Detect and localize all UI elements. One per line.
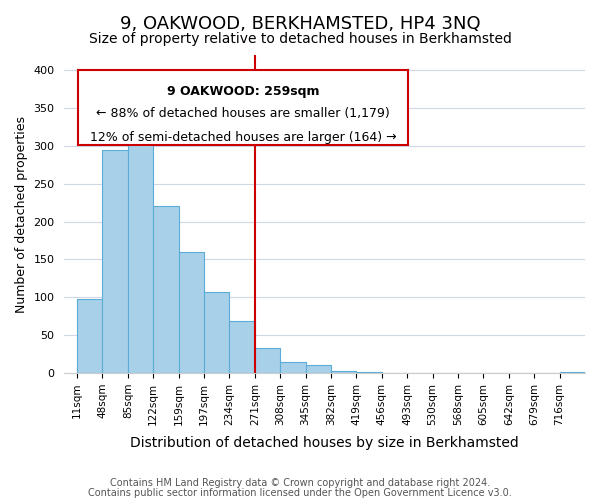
- Bar: [128, 124, 153, 373]
- Text: 9 OAKWOOD: 259sqm: 9 OAKWOOD: 259sqm: [167, 85, 319, 98]
- Text: Contains public sector information licensed under the Open Government Licence v3: Contains public sector information licen…: [88, 488, 512, 498]
- Bar: [356, 372, 382, 373]
- Text: ← 88% of detached houses are smaller (1,179): ← 88% of detached houses are smaller (1,…: [96, 108, 390, 120]
- Bar: [305, 366, 331, 373]
- Text: Contains HM Land Registry data © Crown copyright and database right 2024.: Contains HM Land Registry data © Crown c…: [110, 478, 490, 488]
- Bar: [229, 321, 255, 373]
- Bar: [255, 348, 280, 373]
- Bar: [179, 252, 204, 373]
- X-axis label: Distribution of detached houses by size in Berkhamsted: Distribution of detached houses by size …: [130, 436, 519, 450]
- Text: Size of property relative to detached houses in Berkhamsted: Size of property relative to detached ho…: [89, 32, 511, 46]
- Bar: [77, 299, 103, 373]
- Text: 9, OAKWOOD, BERKHAMSTED, HP4 3NQ: 9, OAKWOOD, BERKHAMSTED, HP4 3NQ: [119, 15, 481, 33]
- Bar: [280, 362, 305, 373]
- Bar: [560, 372, 585, 373]
- Bar: [331, 371, 356, 373]
- Bar: [153, 206, 179, 373]
- Bar: [204, 292, 229, 373]
- Y-axis label: Number of detached properties: Number of detached properties: [15, 116, 28, 312]
- Bar: [103, 150, 128, 373]
- Text: 12% of semi-detached houses are larger (164) →: 12% of semi-detached houses are larger (…: [89, 132, 397, 144]
